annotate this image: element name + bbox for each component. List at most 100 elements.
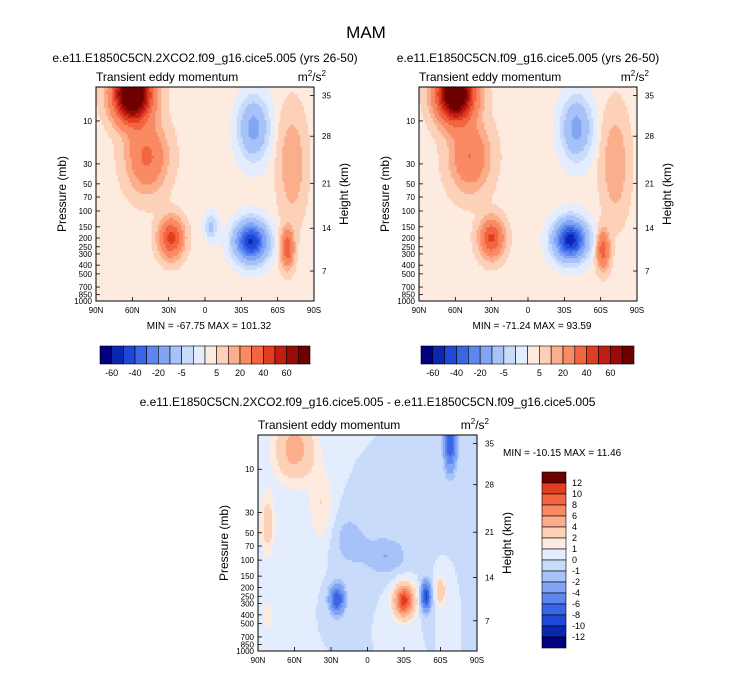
field-cell <box>193 186 196 190</box>
field-cell <box>282 151 285 155</box>
field-cell <box>248 89 252 93</box>
field-cell <box>183 167 186 171</box>
field-cell <box>230 136 234 140</box>
field-cell <box>167 155 170 159</box>
field-cell <box>117 87 121 90</box>
field-cell <box>234 141 238 145</box>
field-cell <box>296 189 299 193</box>
field-cell <box>151 89 155 93</box>
field-cell <box>205 191 208 195</box>
field-cell <box>115 151 119 155</box>
field-cell <box>159 89 162 93</box>
field-cell <box>232 136 236 140</box>
field-cell <box>191 146 194 150</box>
field-cell <box>212 170 216 174</box>
field-cell <box>258 165 262 169</box>
field-cell <box>171 91 174 95</box>
field-cell <box>105 194 109 197</box>
field-cell <box>312 146 314 150</box>
field-cell <box>206 103 210 107</box>
field-cell <box>155 129 159 133</box>
field-cell <box>147 163 151 167</box>
field-cell <box>105 127 109 131</box>
field-cell <box>175 87 178 90</box>
field-cell <box>205 146 208 150</box>
field-cell <box>212 172 216 176</box>
field-cell <box>206 96 210 100</box>
field-cell <box>276 117 279 121</box>
field-cell <box>240 151 244 155</box>
field-cell <box>117 91 121 95</box>
field-cell <box>163 139 166 143</box>
field-cell <box>103 155 107 159</box>
field-cell <box>139 153 143 157</box>
field-cell <box>181 96 184 100</box>
field-cell <box>208 189 212 193</box>
field-cell <box>236 101 240 105</box>
field-cell <box>201 136 204 140</box>
field-cell <box>137 160 141 164</box>
field-cell <box>137 122 141 126</box>
field-cell <box>300 155 303 159</box>
field-cell <box>97 167 101 171</box>
field-cell <box>187 136 190 140</box>
field-cell <box>175 179 178 183</box>
field-cell <box>199 139 202 143</box>
field-cell <box>290 155 293 159</box>
field-cell <box>260 127 264 131</box>
field-cell <box>117 184 121 188</box>
field-cell <box>306 91 309 95</box>
field-cell <box>145 125 149 129</box>
field-cell <box>206 167 210 171</box>
field-cell <box>300 179 303 183</box>
field-cell <box>258 136 262 140</box>
field-cell <box>280 141 283 145</box>
field-cell <box>201 94 204 98</box>
field-cell <box>226 134 230 138</box>
field-cell <box>129 106 133 109</box>
field-cell <box>105 182 109 186</box>
field-cell <box>268 113 271 117</box>
field-cell <box>218 165 222 169</box>
field-cell <box>278 163 281 167</box>
field-cell <box>262 89 266 93</box>
field-cell <box>131 106 135 109</box>
field-cell <box>280 96 283 100</box>
field-cell <box>201 134 204 138</box>
field-cell <box>145 174 149 178</box>
field-cell <box>308 146 311 150</box>
field-cell <box>171 163 174 167</box>
field-cell <box>183 177 186 181</box>
field-cell <box>252 141 256 145</box>
field-cell <box>244 134 248 138</box>
field-cell <box>294 184 297 188</box>
field-cell <box>141 134 145 138</box>
field-cell <box>248 132 252 136</box>
field-cell <box>145 155 149 159</box>
field-cell <box>282 115 285 119</box>
field-cell <box>244 94 248 98</box>
field-cell <box>127 110 131 114</box>
field-cell <box>246 113 250 117</box>
field-cell <box>286 101 289 105</box>
field-cell <box>165 91 168 95</box>
field-cell <box>139 129 143 133</box>
field-cell <box>224 117 228 121</box>
field-cell <box>181 146 184 150</box>
field-cell <box>163 94 166 98</box>
field-cell <box>191 141 194 145</box>
field-cell <box>270 146 273 150</box>
field-cell <box>191 108 194 112</box>
field-cell <box>210 170 214 174</box>
field-cell <box>288 96 291 100</box>
field-cell <box>189 179 192 183</box>
field-cell <box>203 179 206 183</box>
field-cell <box>298 167 301 171</box>
field-cell <box>181 94 184 98</box>
field-cell <box>199 144 202 148</box>
field-cell <box>117 115 121 119</box>
field-cell <box>298 189 301 193</box>
field-cell <box>161 172 164 176</box>
field-cell <box>310 167 313 171</box>
field-cell <box>113 160 117 164</box>
